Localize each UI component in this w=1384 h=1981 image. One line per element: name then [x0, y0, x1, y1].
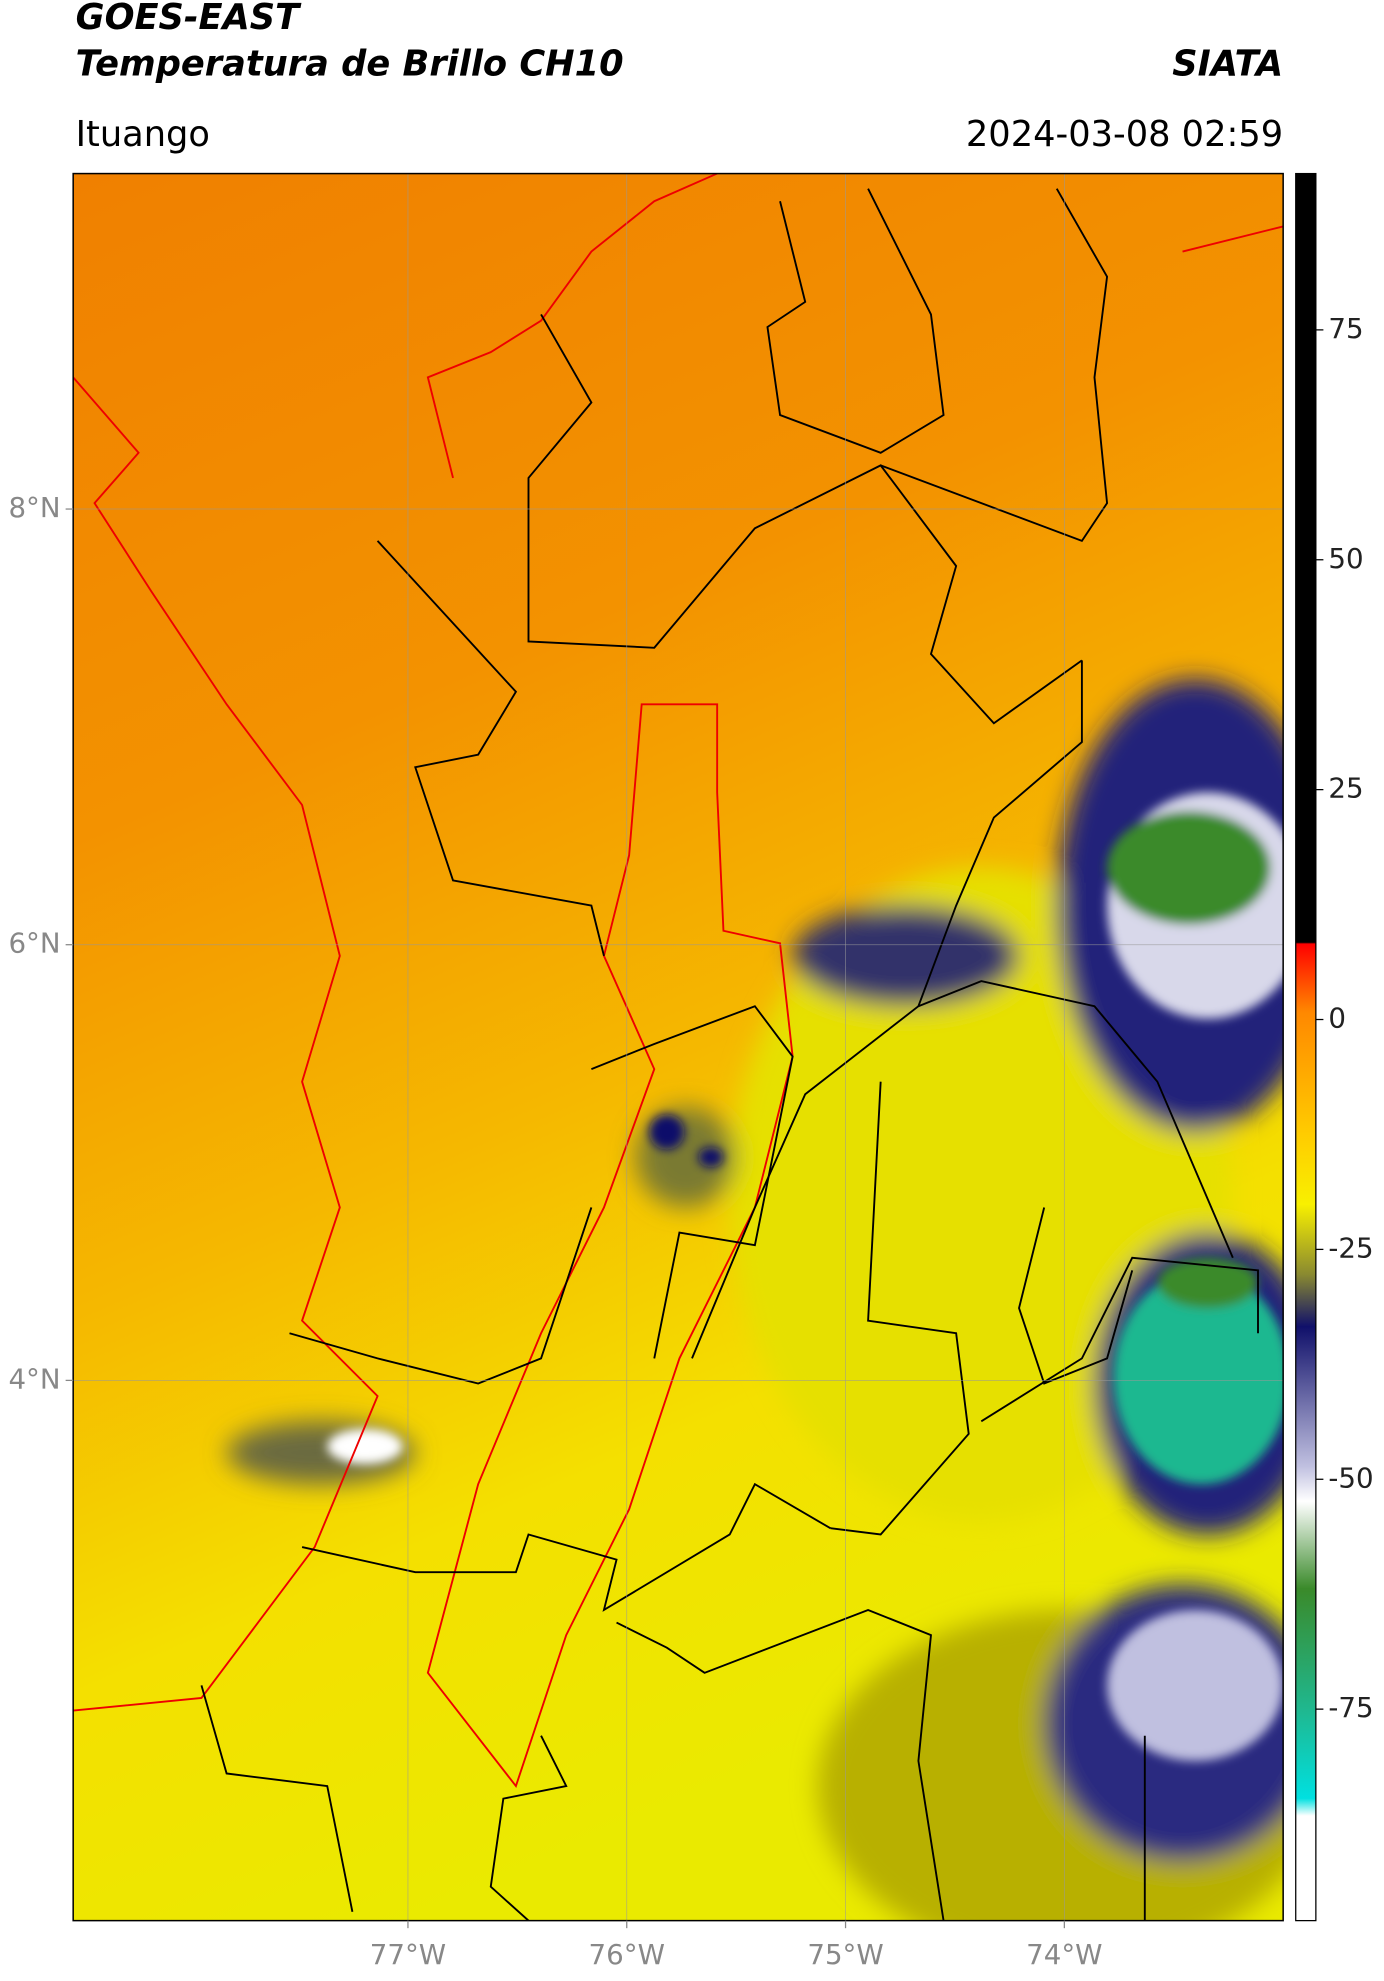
x-tick-label: 77°W — [370, 1938, 446, 1971]
colorbar-tick-label: 50 — [1328, 542, 1363, 575]
x-tick-label: 75°W — [807, 1938, 883, 1971]
ticks: 77°W 76°W 75°W 74°W 8°N 6°N 4°N 75 50 25 0 -25 -50 -7… — [8, 312, 1373, 1971]
x-tick-label: 76°W — [589, 1938, 665, 1971]
map-frame — [72, 172, 1284, 1922]
colorbar-tick-label: -75 — [1328, 1691, 1373, 1724]
y-tick-label: 4°N — [8, 1362, 60, 1395]
grid — [73, 173, 1284, 1921]
colorbar-tick-label: 0 — [1328, 1002, 1346, 1035]
coastline — [73, 173, 1284, 1789]
x-tick-label: 74°W — [1026, 1938, 1102, 1971]
colorbar — [1295, 172, 1317, 1922]
y-tick-label: 8°N — [8, 491, 60, 524]
cold-tops — [327, 792, 1284, 1761]
source: SIATA — [1172, 43, 1283, 84]
colorbar-tick-label: -25 — [1328, 1231, 1373, 1264]
colorbar-tick-label: 25 — [1328, 772, 1363, 805]
colorbar-tick-label: 75 — [1328, 312, 1363, 345]
y-tick-label: 6°N — [8, 927, 60, 960]
map — [73, 173, 1284, 1921]
title: GOES-EAST — [76, 0, 302, 38]
subtitle: Temperatura de Brillo CH10 — [76, 43, 624, 84]
datetime: 2024-03-08 02:59 — [966, 114, 1283, 155]
location: Ituango — [76, 114, 210, 155]
boundaries — [200, 188, 1259, 1921]
colorbar-tick-label: -50 — [1328, 1461, 1373, 1494]
